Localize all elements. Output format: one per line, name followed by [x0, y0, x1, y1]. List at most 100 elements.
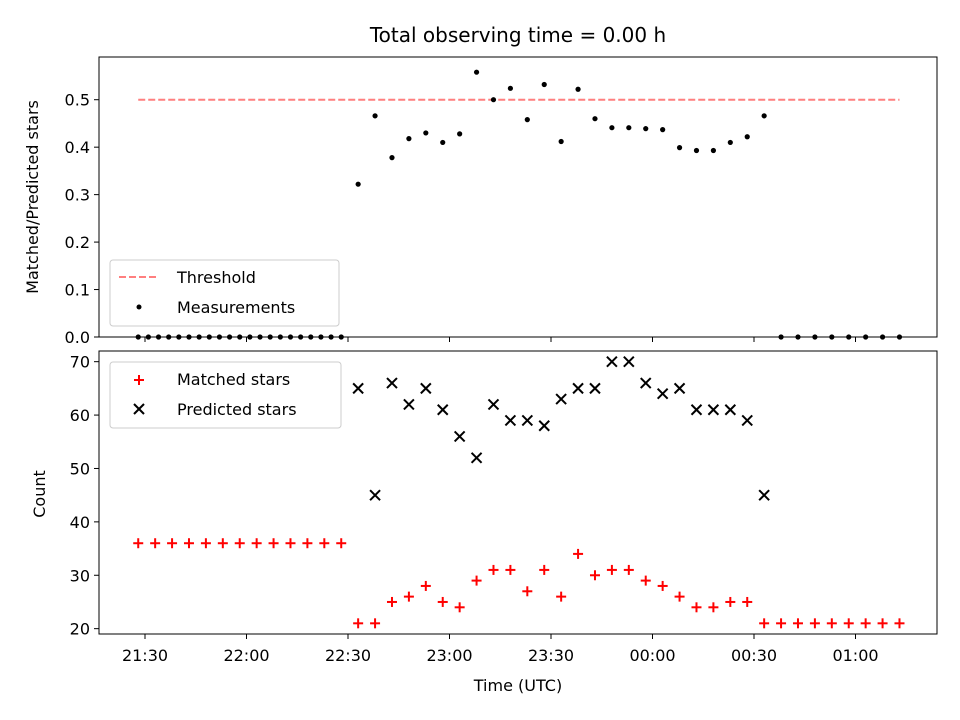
measurement-point — [406, 136, 412, 142]
bottom-x-tick-label: 22:30 — [325, 646, 371, 665]
matched-star-point — [183, 538, 194, 549]
bottom-legend: Matched stars Predicted stars — [109, 361, 342, 429]
top-x-axis — [144, 337, 856, 342]
measurement-point — [507, 85, 513, 91]
measurement-point — [372, 113, 378, 119]
bottom-legend-box — [109, 361, 342, 429]
matched-star-point — [353, 618, 364, 629]
matched-star-point — [657, 580, 668, 591]
top-y-tick-label: 0.2 — [65, 233, 90, 252]
bottom-x-tick-label: 23:30 — [528, 646, 574, 665]
bottom-x-tick-label: 21:30 — [122, 646, 168, 665]
measurement-point — [643, 126, 649, 132]
matched-star-point — [403, 591, 414, 602]
matched-star-point — [285, 538, 296, 549]
bottom-y-tick-label: 60 — [70, 406, 90, 425]
matched-star-point — [573, 548, 584, 559]
measurement-point — [710, 147, 717, 154]
matched-star-point — [539, 564, 550, 575]
measurement-point — [609, 125, 615, 131]
matched-star-point — [234, 538, 245, 549]
predicted-star-point — [386, 377, 398, 389]
bottom-y-tick-label: 70 — [70, 353, 90, 372]
predicted-star-point — [538, 420, 550, 432]
matched-star-point — [877, 618, 888, 629]
top-y-tick-label: 0.1 — [65, 281, 90, 300]
matched-legend-label: Matched stars — [177, 370, 290, 389]
matched-star-point — [759, 618, 770, 629]
predicted-star-point — [487, 398, 500, 411]
bottom-y-axis: 20 30 40 50 60 70 — [70, 353, 99, 639]
matched-star-point — [150, 538, 161, 549]
bottom-y-tick-label: 20 — [70, 620, 90, 639]
matched-star-point — [370, 618, 381, 629]
matched-star-point — [488, 564, 499, 575]
matched-star-point — [302, 538, 313, 549]
top-y-tick-label: 0.3 — [65, 186, 90, 205]
bottom-y-tick-label: 30 — [70, 566, 90, 585]
predicted-star-point — [369, 489, 381, 501]
predicted-star-point — [420, 382, 432, 395]
matched-star-point — [522, 586, 533, 597]
measurement-point — [423, 130, 429, 136]
predicted-star-point — [437, 404, 449, 416]
predicted-star-point — [656, 388, 669, 400]
predicted-star-point — [606, 355, 618, 368]
matched-star-point — [200, 538, 211, 549]
measurement-point — [355, 181, 361, 187]
matched-star-point — [319, 538, 330, 549]
bottom-y-tick-label: 40 — [70, 513, 90, 532]
predicted-star-point — [640, 377, 652, 389]
matched-star-point — [386, 596, 397, 607]
measurement-point — [440, 139, 446, 146]
matched-star-point — [826, 618, 837, 629]
predicted-star-point — [403, 398, 415, 411]
measurement-point — [693, 147, 700, 154]
predicted-star-point — [690, 404, 703, 416]
measurement-point — [575, 86, 581, 92]
threshold-legend-label: Threshold — [176, 268, 256, 287]
matched-star-point — [336, 538, 347, 549]
bottom-chart: 20 30 40 50 60 70 21:30 22:00 22:30 23:00 23:30 00… — [30, 350, 938, 695]
matched-star-point — [691, 602, 702, 613]
measurements-legend-label: Measurements — [177, 298, 295, 317]
predicted-star-point — [453, 430, 466, 443]
measurement-point — [744, 134, 750, 140]
predicted-legend-label: Predicted stars — [177, 400, 297, 419]
measurement-point — [727, 139, 733, 146]
predicted-star-point — [724, 404, 737, 416]
matched-star-point — [505, 564, 516, 575]
top-chart-title: Total observing time = 0.00 h — [369, 23, 666, 47]
bottom-y-tick-label: 50 — [70, 459, 90, 478]
bottom-x-tick-label: 01:00 — [832, 646, 878, 665]
matched-star-point — [556, 591, 567, 602]
matched-star-point — [843, 618, 854, 629]
measurement-point — [541, 81, 547, 88]
bottom-y-axis-label: Count — [30, 470, 49, 518]
top-y-tick-label: 0.0 — [65, 328, 90, 347]
bottom-x-tick-label: 00:00 — [629, 646, 675, 665]
measurement-point — [457, 131, 463, 137]
measurement-point — [626, 125, 632, 131]
matched-legend-swatch — [134, 375, 144, 385]
predicted-star-point — [470, 452, 483, 464]
predicted-legend-swatch — [133, 403, 145, 415]
matched-star-point — [776, 618, 787, 629]
measurement-point — [473, 69, 480, 75]
matched-star-point — [860, 618, 871, 629]
top-y-tick-label: 0.5 — [65, 91, 90, 110]
matched-star-point — [606, 564, 617, 575]
predicted-star-point — [555, 393, 567, 405]
matched-star-point — [674, 591, 685, 602]
matched-star-point — [454, 602, 465, 613]
bottom-x-tick-label: 23:00 — [426, 646, 472, 665]
matched-star-point — [708, 602, 719, 613]
top-legend: Threshold Measurements — [109, 259, 340, 327]
measurement-point — [660, 127, 666, 133]
matched-star-point — [725, 596, 736, 607]
bottom-x-axis-label: Time (UTC) — [473, 676, 562, 695]
matched-star-point — [894, 618, 905, 629]
measurement-point — [389, 155, 395, 161]
top-y-axis: 0.0 0.1 0.2 0.3 0.4 0.5 — [65, 91, 99, 347]
predicted-star-point — [741, 414, 753, 427]
